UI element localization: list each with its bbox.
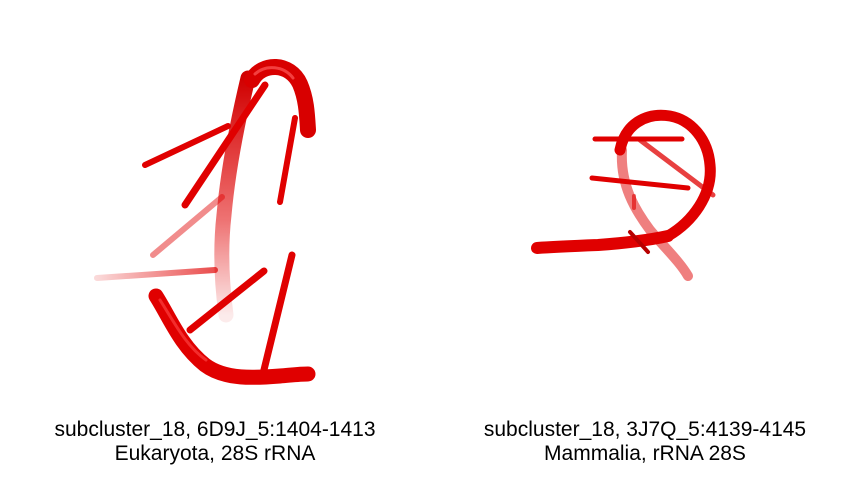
caption-title: subcluster_18, 6D9J_5:1404-1413: [54, 418, 376, 441]
rna-structure-render-3j7q: [531, 109, 716, 281]
structure-panel-right: subcluster_18, 3J7Q_5:4139-4145 Mammalia…: [430, 0, 860, 480]
caption-subtitle: Mammalia, rRNA 28S: [544, 442, 746, 465]
structure-caption-left: subcluster_18, 6D9J_5:1404-1413 Eukaryot…: [0, 418, 430, 466]
structure-caption-right: subcluster_18, 3J7Q_5:4139-4145 Mammalia…: [430, 418, 860, 466]
caption-subtitle: Eukaryota, 28S rRNA: [114, 442, 316, 465]
caption-title: subcluster_18, 3J7Q_5:4139-4145: [483, 418, 807, 441]
structure-panel-left: subcluster_18, 6D9J_5:1404-1413 Eukaryot…: [0, 59, 430, 466]
rna-structure-render-6d9j: [94, 59, 316, 385]
